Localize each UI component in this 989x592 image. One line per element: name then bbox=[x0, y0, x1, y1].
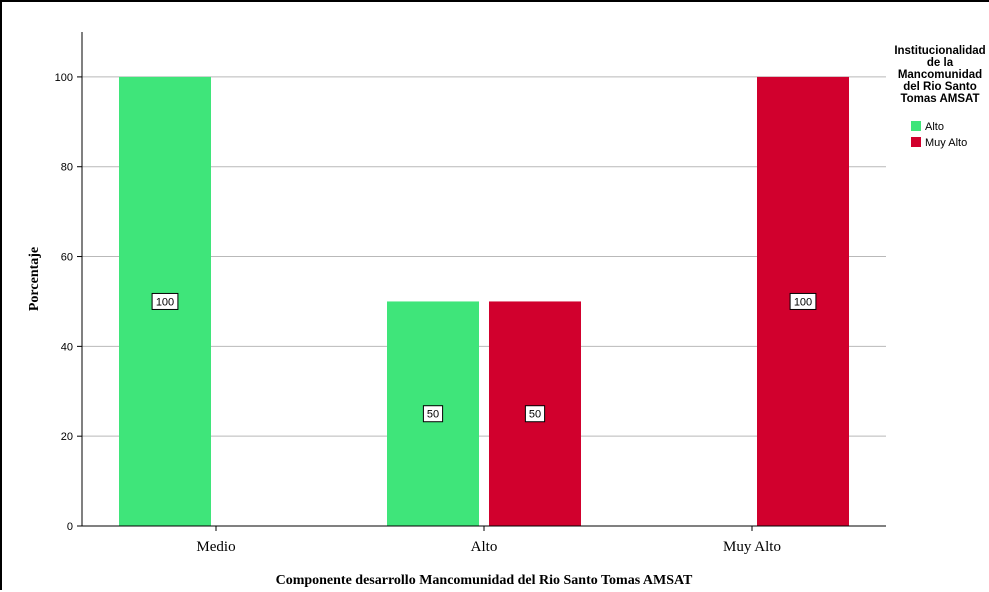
data-label-box bbox=[422, 405, 444, 423]
x-ticks: Medio Alto Muy Alto bbox=[196, 526, 781, 555]
bars bbox=[119, 76, 849, 526]
y-tick-label-100: 100 bbox=[55, 72, 73, 84]
data-label-box bbox=[789, 292, 817, 310]
y-tick-label-60: 60 bbox=[61, 252, 73, 264]
data-labels: 100 50 50 100 bbox=[151, 292, 817, 423]
data-label-box bbox=[524, 405, 546, 423]
data-label-alto-alto: 50 bbox=[422, 405, 444, 423]
y-tick-label-0: 0 bbox=[67, 521, 73, 533]
legend-title-line-1: Institucionalidad bbox=[894, 45, 985, 57]
y-tick-label-80: 80 bbox=[61, 162, 73, 174]
y-tick-label-20: 20 bbox=[61, 431, 73, 443]
legend-label-muy-alto: Muy Alto bbox=[925, 137, 967, 149]
x-tick-label-alto: Alto bbox=[471, 539, 498, 555]
y-ticks: 0 20 40 60 80 100 bbox=[55, 72, 82, 533]
x-tick-label-muy-alto: Muy Alto bbox=[723, 539, 781, 555]
data-label-medio-alto: 100 bbox=[151, 292, 179, 310]
data-label-box bbox=[151, 292, 179, 310]
data-label-text: 50 bbox=[427, 409, 439, 421]
data-label-alto-muy-alto: 50 bbox=[524, 405, 546, 423]
data-label-muy-alto-muy-alto: 100 bbox=[789, 292, 817, 310]
legend-title-line-4: del Rio Santo bbox=[903, 81, 976, 93]
gridlines bbox=[82, 76, 886, 437]
y-axis-title: Porcentaje bbox=[27, 247, 42, 311]
y-tick-label-40: 40 bbox=[61, 341, 73, 353]
data-label-text: 100 bbox=[794, 296, 812, 308]
legend-swatch-alto bbox=[911, 121, 921, 131]
legend-swatch-muy-alto bbox=[911, 137, 921, 147]
legend-title-line-3: Mancomunidad bbox=[898, 69, 982, 81]
legend-title-line-5: Tomas AMSAT bbox=[900, 93, 979, 105]
data-label-text: 50 bbox=[529, 409, 541, 421]
x-tick-label-medio: Medio bbox=[196, 539, 235, 555]
legend-title-line-2: de la bbox=[927, 57, 954, 69]
data-label-text: 100 bbox=[156, 296, 174, 308]
x-axis-title: Componente desarrollo Mancomunidad del R… bbox=[276, 573, 693, 588]
legend-label-alto: Alto bbox=[925, 121, 944, 133]
legend: Institucionalidad de la Mancomunidad del… bbox=[894, 45, 985, 149]
